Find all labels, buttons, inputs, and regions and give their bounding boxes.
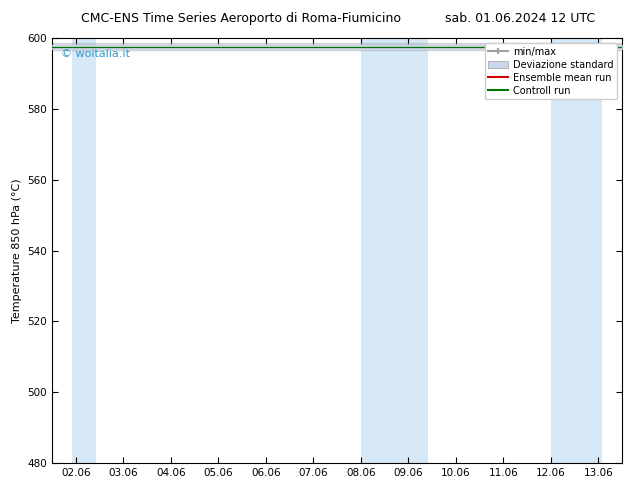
Text: CMC-ENS Time Series Aeroporto di Roma-Fiumicino: CMC-ENS Time Series Aeroporto di Roma-Fi… <box>81 12 401 25</box>
Bar <box>551 38 602 463</box>
Legend: min/max, Deviazione standard, Ensemble mean run, Controll run: min/max, Deviazione standard, Ensemble m… <box>484 43 617 99</box>
Bar <box>72 38 96 463</box>
Bar <box>361 38 428 463</box>
Text: © woitalia.it: © woitalia.it <box>61 49 130 59</box>
Text: sab. 01.06.2024 12 UTC: sab. 01.06.2024 12 UTC <box>445 12 595 25</box>
Y-axis label: Temperature 850 hPa (°C): Temperature 850 hPa (°C) <box>12 178 22 323</box>
